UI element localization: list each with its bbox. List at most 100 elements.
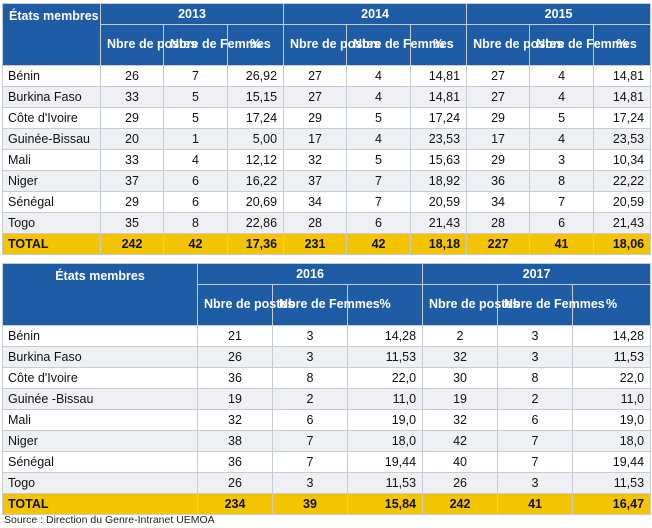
pct-cell: 11,0 bbox=[346, 388, 424, 410]
state-name-cell: Côte d'Ivoire bbox=[2, 107, 101, 129]
pct-cell: 15,15 bbox=[226, 86, 285, 108]
pct-cell: 22,22 bbox=[593, 170, 652, 192]
state-name-cell: Burkina Faso bbox=[2, 86, 101, 108]
table-row: Bénin 21 3 14,28 2 3 14,28 bbox=[2, 325, 652, 347]
pct-cell: 19,44 bbox=[572, 451, 652, 473]
table-body: Bénin 26 7 26,92 27 4 14,81 27 4 14,81 Burkina Fas… bbox=[2, 65, 652, 255]
femmes-cell: 2 bbox=[272, 388, 348, 410]
table-row: Sénégal 36 7 19,44 40 7 19,44 bbox=[2, 451, 652, 473]
femmes-cell: 3 bbox=[497, 346, 574, 368]
total-label: TOTAL bbox=[2, 493, 198, 515]
table-row: Mali 32 6 19,0 32 6 19,0 bbox=[2, 409, 652, 431]
pct-cell: 11,53 bbox=[346, 472, 424, 494]
postes-cell: 21 bbox=[197, 325, 273, 347]
femmes-cell: 4 bbox=[529, 86, 595, 108]
femmes-cell: 8 bbox=[529, 170, 595, 192]
state-name-cell: Togo bbox=[2, 472, 198, 494]
postes-cell: 34 bbox=[283, 191, 348, 213]
postes-cell: 20 bbox=[100, 128, 164, 150]
postes-cell: 26 bbox=[197, 346, 273, 368]
postes-cell: 26 bbox=[197, 472, 273, 494]
pct-cell: 17,24 bbox=[410, 107, 468, 129]
pct-cell: 18,0 bbox=[572, 430, 652, 452]
states-header: États membres bbox=[2, 3, 101, 66]
table-row: Guinée -Bissau 19 2 11,0 19 2 11,0 bbox=[2, 388, 652, 410]
pct-cell: 14,81 bbox=[593, 86, 652, 108]
femmes-cell: 3 bbox=[272, 325, 348, 347]
femmes-header: Nbre de Femmes bbox=[529, 24, 637, 66]
femmes-cell: 4 bbox=[346, 128, 412, 150]
femmes-cell: 6 bbox=[272, 409, 348, 431]
postes-cell: 30 bbox=[422, 367, 499, 389]
table-row: Burkina Faso 33 5 15,15 27 4 14,81 27 4 14,81 bbox=[2, 86, 652, 108]
femmes-cell: 6 bbox=[529, 212, 595, 234]
postes-cell: 26 bbox=[422, 472, 499, 494]
pct-cell: 20,59 bbox=[593, 191, 652, 213]
femmes-header: Nbre de Femmes bbox=[272, 284, 380, 326]
femmes-cell: 4 bbox=[346, 86, 412, 108]
total-pct-cell: 18,06 bbox=[593, 233, 652, 255]
femmes-cell: 4 bbox=[529, 128, 595, 150]
total-pct-cell: 17,36 bbox=[226, 233, 285, 255]
postes-cell: 27 bbox=[466, 65, 531, 87]
year-header: 2015 bbox=[466, 3, 652, 25]
pct-cell: 11,53 bbox=[346, 346, 424, 368]
pct-cell: 20,59 bbox=[410, 191, 468, 213]
femmes-cell: 7 bbox=[497, 451, 574, 473]
total-postes-cell: 231 bbox=[283, 233, 348, 255]
total-postes-cell: 242 bbox=[100, 233, 164, 255]
postes-cell: 40 bbox=[422, 451, 499, 473]
femmes-cell: 8 bbox=[163, 212, 228, 234]
table-row: Côte d'Ivoire 29 5 17,24 29 5 17,24 29 5 17,24 bbox=[2, 107, 652, 129]
postes-cell: 26 bbox=[100, 65, 164, 87]
total-pct-cell: 15,84 bbox=[346, 493, 424, 515]
femmes-cell: 7 bbox=[497, 430, 574, 452]
postes-cell: 42 bbox=[422, 430, 499, 452]
postes-cell: 28 bbox=[283, 212, 348, 234]
pct-header: % bbox=[346, 284, 424, 326]
pct-cell: 19,44 bbox=[346, 451, 424, 473]
femmes-cell: 7 bbox=[346, 191, 412, 213]
total-postes-cell: 242 bbox=[422, 493, 499, 515]
table-row: Côte d'Ivoire 36 8 22,0 30 8 22,0 bbox=[2, 367, 652, 389]
postes-header: Nbre de postes bbox=[197, 284, 294, 326]
femmes-cell: 3 bbox=[272, 472, 348, 494]
table-row: Togo 35 8 22,86 28 6 21,43 28 6 21,43 bbox=[2, 212, 652, 234]
femmes-cell: 5 bbox=[346, 107, 412, 129]
pct-cell: 17,24 bbox=[226, 107, 285, 129]
pct-header: % bbox=[593, 24, 652, 66]
pct-cell: 15,63 bbox=[410, 149, 468, 171]
postes-cell: 19 bbox=[197, 388, 273, 410]
pct-cell: 26,92 bbox=[226, 65, 285, 87]
state-name-cell: Mali bbox=[2, 149, 101, 171]
femmes-cell: 5 bbox=[529, 107, 595, 129]
femmes-cell: 3 bbox=[497, 472, 574, 494]
pct-cell: 19,0 bbox=[346, 409, 424, 431]
pct-cell: 22,86 bbox=[226, 212, 285, 234]
pct-cell: 11,53 bbox=[572, 472, 652, 494]
femmes-cell: 7 bbox=[272, 451, 348, 473]
postes-cell: 36 bbox=[197, 451, 273, 473]
postes-cell: 2 bbox=[422, 325, 499, 347]
postes-cell: 29 bbox=[283, 107, 348, 129]
femmes-header: Nbre de Femmes bbox=[497, 284, 605, 326]
total-row: TOTAL 242 42 17,36 231 42 18,18 227 41 18,06 bbox=[2, 233, 652, 255]
pct-cell: 14,81 bbox=[593, 65, 652, 87]
postes-header: Nbre de postes bbox=[422, 284, 519, 326]
table-row: Bénin 26 7 26,92 27 4 14,81 27 4 14,81 bbox=[2, 65, 652, 87]
postes-cell: 37 bbox=[100, 170, 164, 192]
pct-header: % bbox=[226, 24, 285, 66]
year-header: 2014 bbox=[283, 3, 468, 25]
state-name-cell: Togo bbox=[2, 212, 101, 234]
pct-cell: 20,69 bbox=[226, 191, 285, 213]
total-femmes-cell: 41 bbox=[497, 493, 574, 515]
table-row: Mali 33 4 12,12 32 5 15,63 29 3 10,34 bbox=[2, 149, 652, 171]
state-name-cell: Sénégal bbox=[2, 191, 101, 213]
postes-cell: 32 bbox=[422, 346, 499, 368]
state-name-cell: Niger bbox=[2, 170, 101, 192]
year-header: 2017 bbox=[422, 263, 652, 285]
state-name-cell: Guinée-Bissau bbox=[2, 128, 101, 150]
postes-cell: 27 bbox=[283, 86, 348, 108]
femmes-cell: 5 bbox=[163, 107, 228, 129]
femmes-cell: 3 bbox=[272, 346, 348, 368]
